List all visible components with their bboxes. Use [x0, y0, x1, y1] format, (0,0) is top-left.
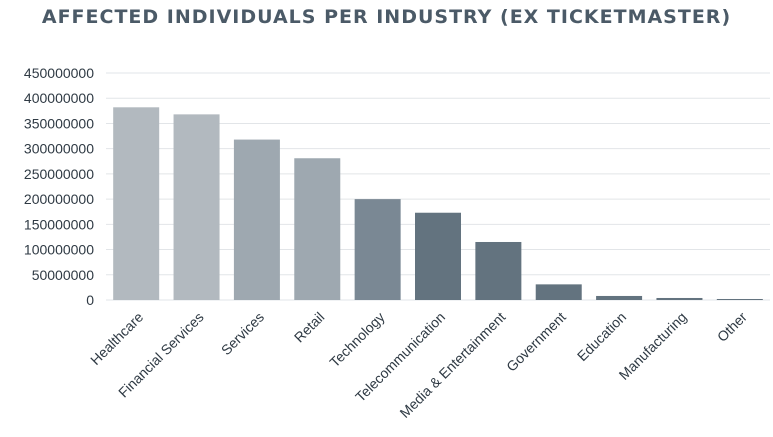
- y-tick-label: 150000000: [24, 216, 94, 232]
- x-tick-label: Education: [574, 309, 629, 364]
- bar-telecommunication: [415, 212, 461, 300]
- y-tick-label: 250000000: [24, 166, 94, 182]
- bar-technology: [354, 199, 401, 300]
- x-tick-label: Healthcare: [87, 309, 146, 368]
- bar-financial-services: [173, 114, 220, 300]
- bar-education: [596, 295, 643, 300]
- x-tick-label: Media & Entertainment: [396, 309, 508, 421]
- x-tick-label: Services: [218, 309, 267, 358]
- x-tick-label: Technology: [326, 309, 387, 370]
- bar-media-entertainment: [475, 241, 522, 300]
- y-tick-label: 400000000: [24, 90, 94, 106]
- y-tick-label: 200000000: [24, 191, 94, 207]
- bar-manufacturing: [656, 297, 703, 300]
- y-tick-label: 50000000: [32, 267, 95, 283]
- x-tick-label: Retail: [291, 309, 328, 346]
- x-tick-label: Government: [503, 309, 569, 375]
- y-tick-label: 100000000: [24, 242, 94, 258]
- bar-government: [535, 284, 582, 300]
- chart-title: AFFECTED INDIVIDUALS PER INDUSTRY (EX TI…: [41, 6, 732, 28]
- y-tick-label: 0: [86, 292, 94, 308]
- y-tick-label: 350000000: [24, 115, 94, 131]
- bar-healthcare: [113, 107, 160, 301]
- y-tick-label: 450000000: [24, 65, 94, 81]
- y-tick-label: 300000000: [24, 141, 94, 157]
- bar-other: [716, 298, 763, 300]
- bar-services: [233, 139, 280, 300]
- bar-retail: [294, 158, 341, 300]
- x-tick-label: Other: [714, 309, 750, 345]
